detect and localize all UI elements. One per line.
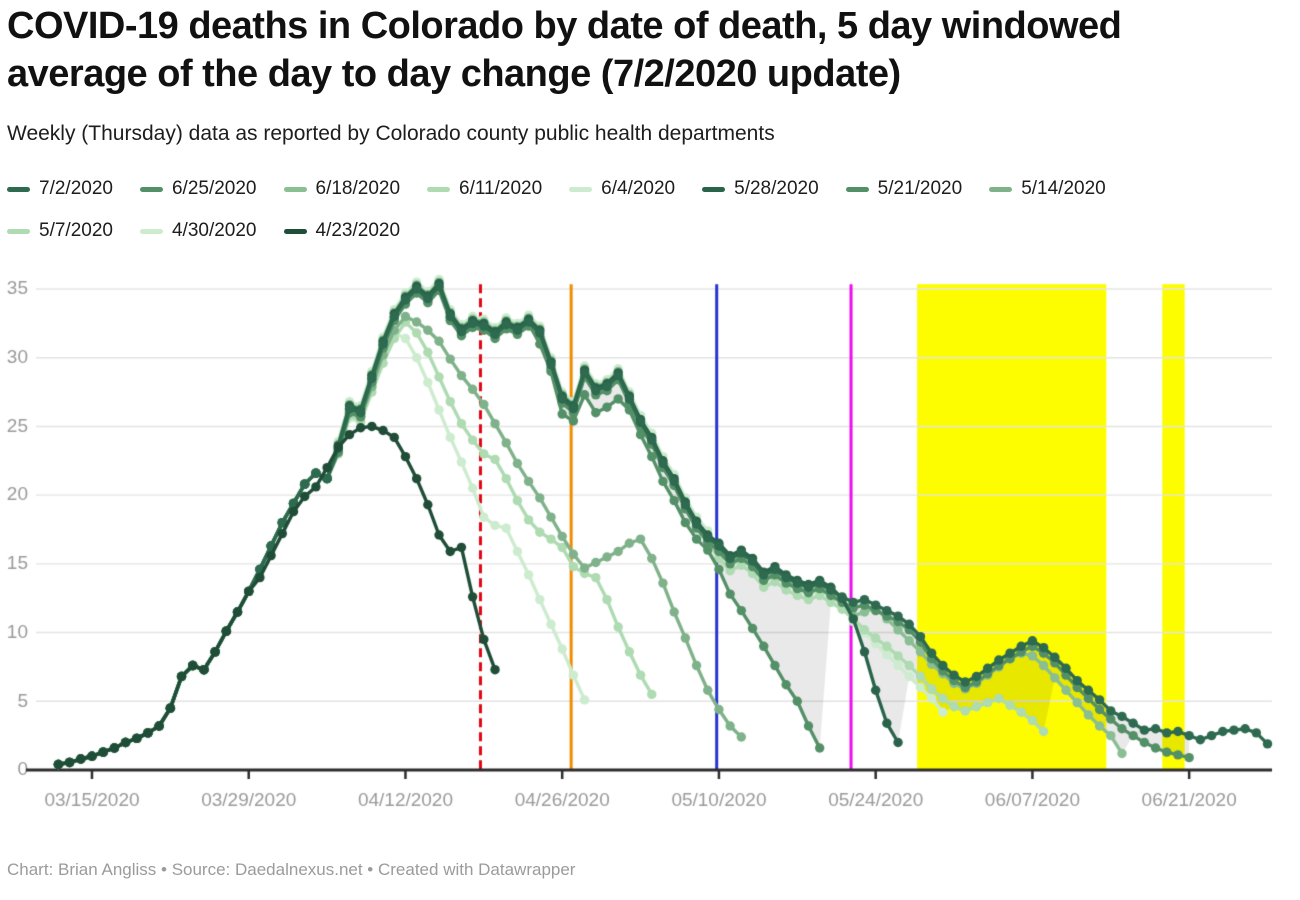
chart-subtitle: Weekly (Thursday) data as reported by Co… — [7, 122, 775, 145]
legend-label: 6/25/2020 — [171, 178, 257, 199]
legend-swatch-icon — [7, 186, 30, 192]
legend-item-5-21-2020[interactable]: 5/21/2020 — [845, 178, 963, 200]
legend-swatch-icon — [569, 186, 593, 192]
legend-label: 7/2/2020 — [39, 178, 113, 199]
legend-item-6-4-2020[interactable]: 6/4/2020 — [569, 178, 675, 200]
legend-swatch-icon — [845, 186, 869, 192]
chart-plot-area[interactable] — [0, 264, 1300, 824]
legend-item-6-25-2020[interactable]: 6/25/2020 — [139, 178, 257, 200]
legend-swatch-icon — [139, 228, 163, 234]
chart-legend: 7/2/2020 6/25/2020 6/18/2020 6/11/2020 6/4/2… — [7, 178, 1182, 242]
legend-label: 6/4/2020 — [601, 178, 676, 199]
legend-swatch-icon — [7, 228, 30, 234]
legend-label: 6/18/2020 — [315, 178, 401, 199]
legend-label: 5/7/2020 — [39, 220, 113, 241]
legend-label: 4/30/2020 — [171, 220, 257, 241]
legend-swatch-icon — [139, 186, 163, 192]
legend-swatch-icon — [283, 186, 307, 192]
legend-item-6-11-2020[interactable]: 6/11/2020 — [427, 178, 542, 200]
legend-item-4-23-2020[interactable]: 4/23/2020 — [283, 220, 401, 242]
legend-label: 5/21/2020 — [877, 178, 963, 199]
legend-label: 6/11/2020 — [459, 178, 543, 199]
legend-swatch-icon — [283, 228, 307, 234]
legend-item-6-18-2020[interactable]: 6/18/2020 — [283, 178, 401, 200]
legend-item-5-7-2020[interactable]: 5/7/2020 — [7, 220, 113, 242]
legend-swatch-icon — [427, 186, 451, 192]
legend-label: 5/14/2020 — [1021, 178, 1106, 199]
legend-item-5-28-2020[interactable]: 5/28/2020 — [702, 178, 819, 200]
legend-swatch-icon — [702, 186, 726, 192]
legend-item-4-30-2020[interactable]: 4/30/2020 — [139, 220, 257, 242]
legend-label: 4/23/2020 — [315, 220, 401, 241]
legend-label: 5/28/2020 — [734, 178, 819, 199]
chart-footer-attribution: Chart: Brian Angliss • Source: Daedalnex… — [7, 860, 576, 879]
legend-item-5-14-2020[interactable]: 5/14/2020 — [989, 178, 1106, 200]
chart-title: COVID-19 deaths in Colorado by date of d… — [7, 5, 1122, 95]
legend-swatch-icon — [989, 186, 1013, 192]
legend-item-7-2-2020[interactable]: 7/2/2020 — [7, 178, 113, 200]
